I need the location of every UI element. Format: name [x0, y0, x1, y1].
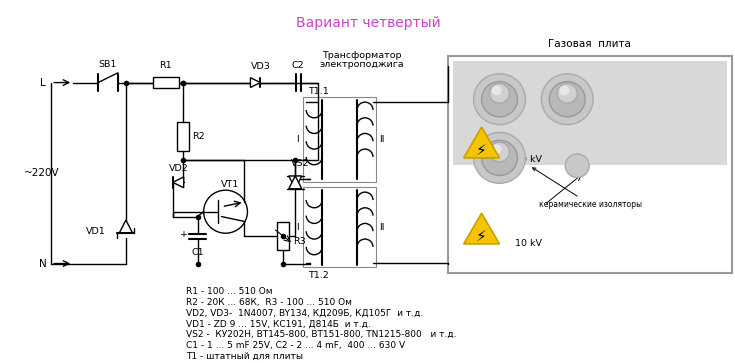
- Bar: [277, 223, 290, 250]
- Circle shape: [481, 82, 517, 117]
- Text: Т1 - штатный для плиты: Т1 - штатный для плиты: [186, 352, 303, 360]
- Text: VS2: VS2: [291, 159, 309, 168]
- Text: VD1 - ZD 9 ... 15V, КС191, Д814Б  и т.д.: VD1 - ZD 9 ... 15V, КС191, Д814Б и т.д.: [186, 319, 370, 328]
- Text: N: N: [40, 258, 47, 269]
- Text: керамические изоляторы: керамические изоляторы: [533, 168, 642, 209]
- Circle shape: [559, 86, 569, 95]
- Circle shape: [473, 132, 526, 183]
- Polygon shape: [289, 176, 302, 189]
- Text: R1: R1: [159, 61, 172, 70]
- Text: Вариант четвертый: Вариант четвертый: [295, 16, 440, 30]
- Circle shape: [565, 154, 589, 178]
- Bar: [453, 61, 727, 165]
- Text: ~220V: ~220V: [24, 168, 59, 178]
- Bar: [176, 122, 189, 151]
- Text: ⚡: ⚡: [476, 229, 487, 244]
- Text: С1 - 1 ... 5 mF 25V, С2 - 2 ... 4 mF,  400 ... 630 V: С1 - 1 ... 5 mF 25V, С2 - 2 ... 4 mF, 40…: [186, 341, 405, 350]
- Text: R1 - 100 ... 510 Ом: R1 - 100 ... 510 Ом: [186, 287, 272, 296]
- Circle shape: [473, 74, 526, 125]
- Circle shape: [490, 83, 509, 103]
- Text: Трансформатор: Трансформатор: [322, 51, 402, 60]
- Circle shape: [542, 74, 593, 125]
- Text: I: I: [296, 223, 298, 232]
- Text: электроподжига: электроподжига: [320, 61, 404, 69]
- Text: C2: C2: [292, 61, 304, 70]
- Text: T1.1: T1.1: [308, 87, 329, 96]
- Circle shape: [490, 142, 509, 162]
- Text: C1: C1: [191, 248, 204, 257]
- Text: VD2: VD2: [169, 164, 189, 173]
- Text: VD1: VD1: [86, 227, 106, 236]
- Circle shape: [557, 83, 577, 103]
- Text: R3: R3: [293, 237, 306, 245]
- Polygon shape: [464, 213, 500, 244]
- Bar: [153, 77, 179, 88]
- Polygon shape: [251, 78, 260, 87]
- Text: R2 - 20К ... 68К,  R3 - 100 ... 510 Ом: R2 - 20К ... 68К, R3 - 100 ... 510 Ом: [186, 298, 351, 307]
- Bar: [304, 97, 376, 182]
- Bar: [304, 187, 376, 268]
- Circle shape: [492, 144, 501, 154]
- Text: VS2 -  КУ202Н, ВТ145-800, ВТ151-800, TN1215-800   и т.д.: VS2 - КУ202Н, ВТ145-800, ВТ151-800, TN12…: [186, 330, 456, 339]
- Text: VT1: VT1: [221, 180, 240, 189]
- Text: T1.2: T1.2: [308, 271, 329, 280]
- Text: Газовая  плита: Газовая плита: [548, 40, 631, 49]
- Text: II: II: [379, 135, 384, 144]
- Text: +: +: [179, 230, 187, 239]
- Bar: [448, 56, 731, 273]
- Text: 10 kV: 10 kV: [515, 240, 542, 248]
- Text: SB1: SB1: [98, 61, 117, 69]
- Circle shape: [481, 140, 517, 175]
- Text: 10 kV: 10 kV: [515, 155, 542, 164]
- Text: ⚡: ⚡: [476, 143, 487, 158]
- Text: VD3: VD3: [251, 62, 270, 72]
- Polygon shape: [120, 220, 132, 233]
- Circle shape: [549, 82, 585, 117]
- Circle shape: [492, 86, 501, 95]
- Polygon shape: [173, 177, 184, 188]
- Text: II: II: [379, 223, 384, 232]
- Text: VD2, VD3-  1N4007, BY134, КД209Б, КД105Г  и т.д.: VD2, VD3- 1N4007, BY134, КД209Б, КД105Г …: [186, 309, 423, 318]
- Text: L: L: [40, 78, 46, 87]
- Text: R2: R2: [193, 132, 205, 141]
- Polygon shape: [464, 127, 500, 158]
- Polygon shape: [289, 176, 302, 189]
- Text: I: I: [296, 135, 298, 144]
